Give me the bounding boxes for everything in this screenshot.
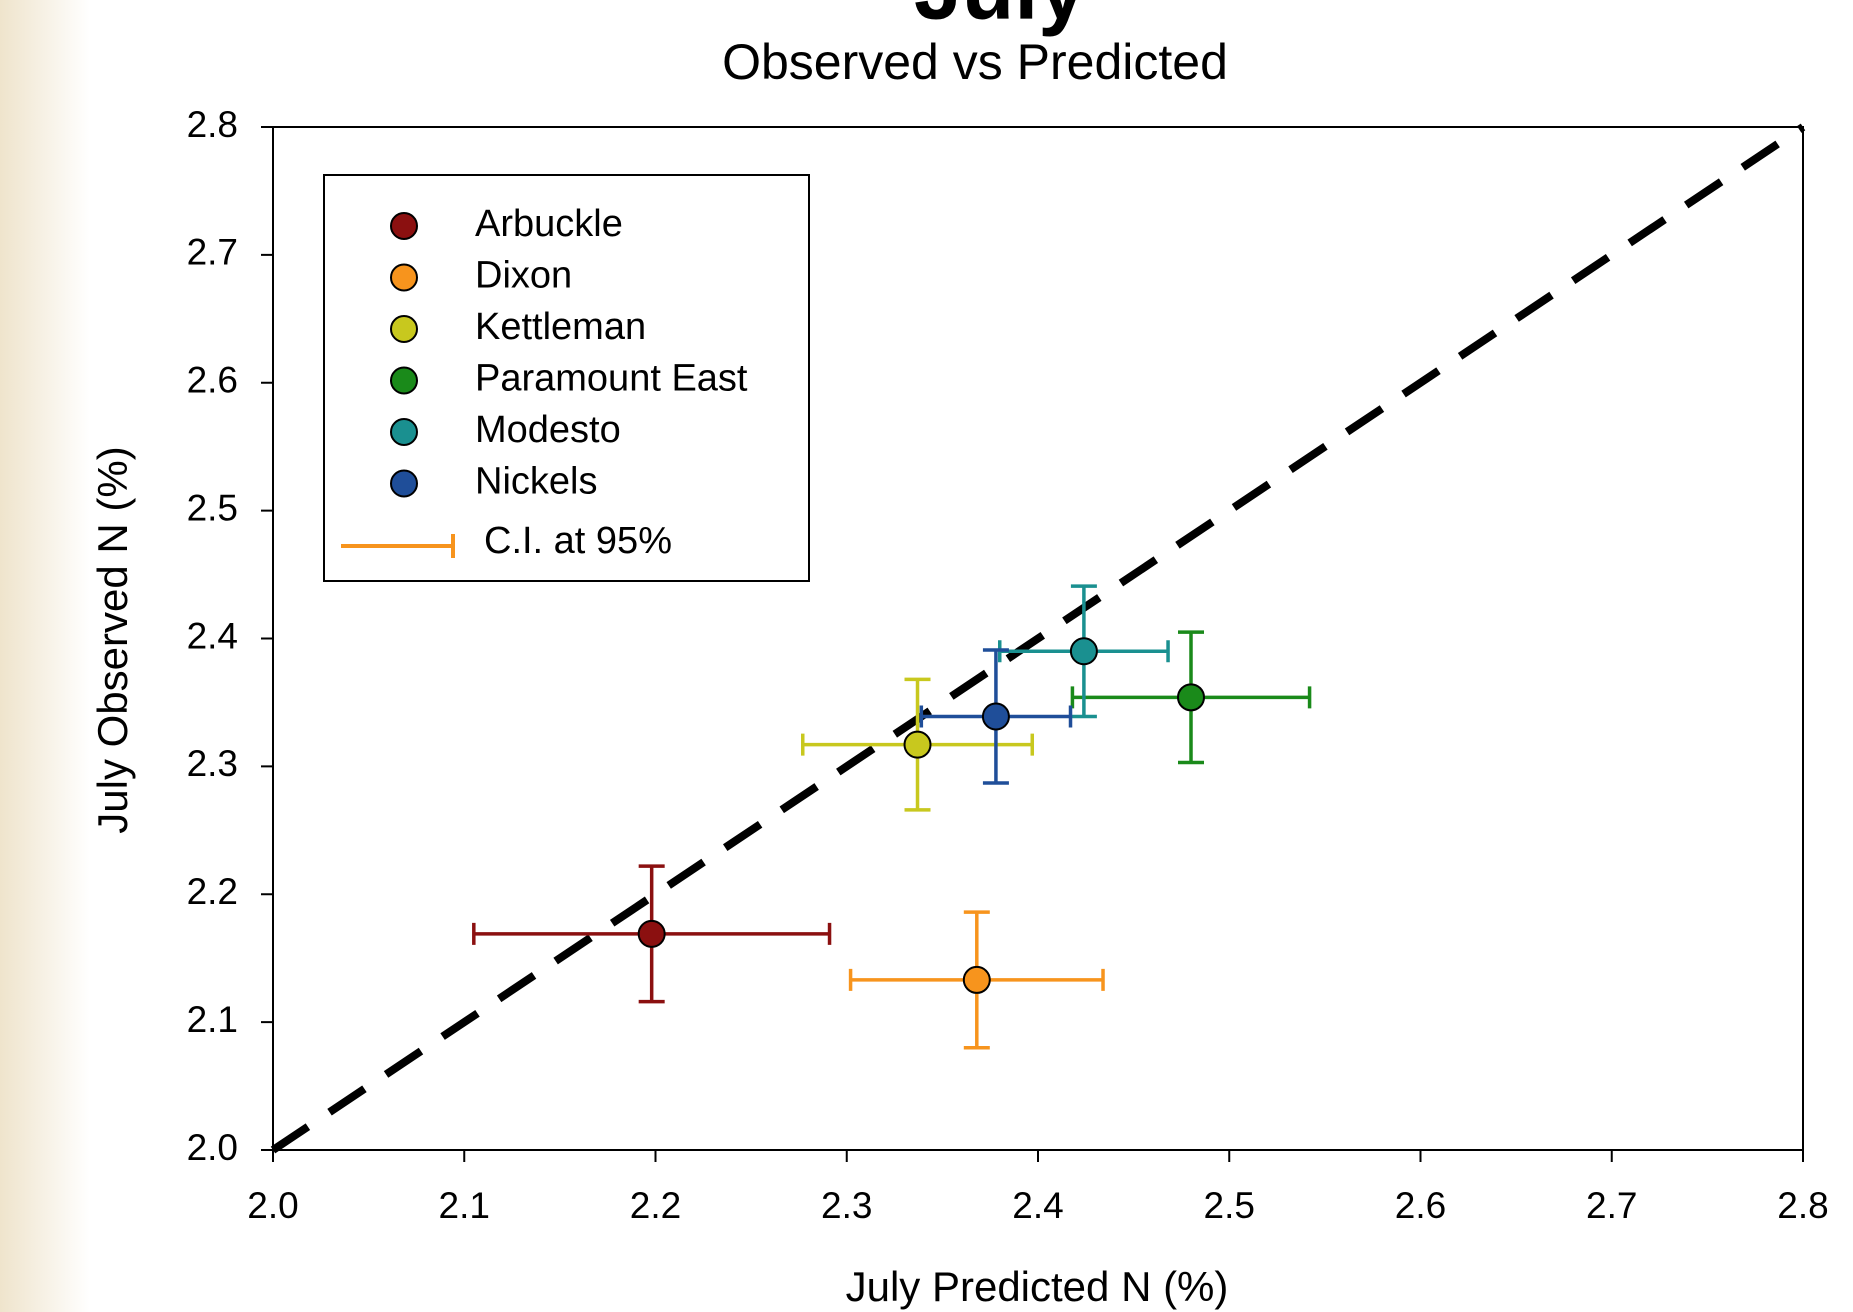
y-tick-label: 2.0	[187, 1127, 238, 1168]
chart-title: July	[914, 0, 1086, 38]
x-tick-label: 2.2	[630, 1185, 681, 1226]
x-axis-label: July Predicted N (%)	[846, 1263, 1229, 1310]
point	[1178, 684, 1204, 710]
point	[983, 704, 1009, 730]
page: {"chart_data": {"type": "scatter", "titl…	[0, 0, 1853, 1312]
x-tick-label: 2.6	[1395, 1185, 1446, 1226]
x-tick-label: 2.4	[1012, 1185, 1063, 1226]
y-tick-label: 2.7	[187, 232, 238, 273]
x-tick-label: 2.1	[439, 1185, 490, 1226]
chart-subtitle: Observed vs Predicted	[722, 34, 1228, 90]
y-axis-label: July Observed N (%)	[89, 446, 136, 833]
x-tick-label: 2.8	[1777, 1185, 1828, 1226]
legend-ci-label: C.I. at 95%	[484, 520, 672, 562]
legend-label: Dixon	[475, 255, 572, 297]
point	[1071, 638, 1097, 664]
legend-label: Arbuckle	[475, 203, 623, 245]
y-tick-label: 2.1	[187, 999, 238, 1040]
y-tick-label: 2.5	[187, 487, 238, 528]
legend-label: Modesto	[475, 409, 621, 451]
x-tick-label: 2.7	[1586, 1185, 1637, 1226]
point	[964, 967, 990, 993]
point	[905, 732, 931, 758]
legend-marker	[391, 471, 417, 497]
legend-label: Nickels	[475, 461, 597, 503]
legend-marker	[391, 316, 417, 342]
legend-marker	[391, 265, 417, 291]
y-tick-label: 2.8	[187, 104, 238, 145]
y-tick-label: 2.3	[187, 743, 238, 784]
x-tick-label: 2.0	[247, 1185, 298, 1226]
legend-marker	[391, 368, 417, 394]
x-tick-label: 2.5	[1204, 1185, 1255, 1226]
legend-label: Paramount East	[475, 358, 748, 400]
chart: July Observed vs Predicted July Predicte…	[0, 0, 1853, 1312]
x-tick-label: 2.3	[821, 1185, 872, 1226]
y-tick-label: 2.4	[187, 615, 238, 656]
y-tick-label: 2.2	[187, 871, 238, 912]
y-tick-label: 2.6	[187, 360, 238, 401]
legend-marker	[391, 213, 417, 239]
legend-marker	[391, 419, 417, 445]
legend-label: Kettleman	[475, 306, 646, 348]
background-fade	[0, 0, 90, 1312]
point	[639, 921, 665, 947]
